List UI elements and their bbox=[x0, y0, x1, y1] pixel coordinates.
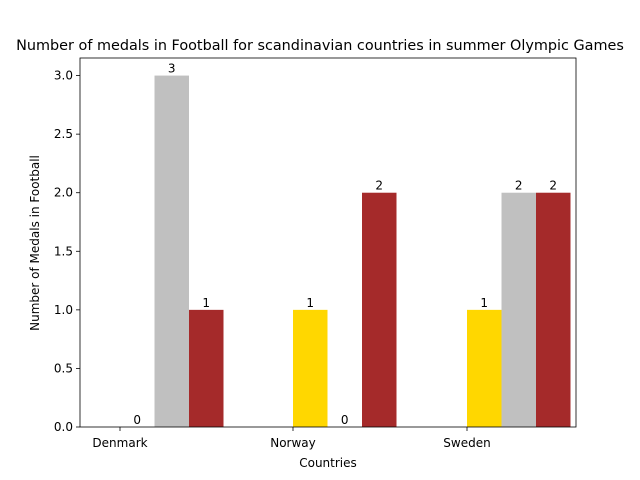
y-tick-label: 2.5 bbox=[54, 127, 73, 141]
bar-value-label: 1 bbox=[480, 296, 488, 310]
plot-frame bbox=[79, 57, 577, 428]
bar-value-label: 2 bbox=[549, 179, 557, 193]
bar bbox=[536, 192, 571, 427]
bar-value-label: 1 bbox=[306, 296, 314, 310]
bar-value-label: 3 bbox=[168, 62, 176, 76]
x-tick-label: Sweden bbox=[443, 436, 490, 450]
x-tick-label: Norway bbox=[270, 436, 316, 450]
bar-value-label: 0 bbox=[341, 413, 349, 427]
y-tick-label: 3.0 bbox=[54, 69, 73, 83]
bar bbox=[467, 309, 502, 427]
bar-value-label: 0 bbox=[133, 413, 141, 427]
y-tick-label: 1.0 bbox=[54, 303, 73, 317]
chart-title: Number of medals in Football for scandin… bbox=[16, 38, 624, 54]
bar bbox=[501, 192, 536, 427]
plot-area: 0 1 1 3 0 2 1 2 2 0.0 0.5 1.0 1.5 2.0 2.5 3.0 Denmark Nor… bbox=[54, 57, 577, 450]
y-tick-label: 2.0 bbox=[54, 186, 73, 200]
bar bbox=[154, 75, 189, 428]
bar-value-label: 2 bbox=[515, 179, 523, 193]
y-tick-label: 0.5 bbox=[54, 361, 73, 375]
x-axis-label: Countries bbox=[299, 456, 357, 470]
bar bbox=[362, 192, 397, 427]
bar bbox=[189, 309, 224, 427]
y-axis-label: Number of Medals in Football bbox=[28, 155, 42, 331]
bar-value-label: 2 bbox=[375, 179, 383, 193]
y-tick-label: 0.0 bbox=[54, 420, 73, 434]
bar-value-label: 1 bbox=[202, 296, 210, 310]
x-tick-label: Denmark bbox=[92, 436, 147, 450]
bar bbox=[293, 309, 328, 427]
y-tick-label: 1.5 bbox=[54, 244, 73, 258]
